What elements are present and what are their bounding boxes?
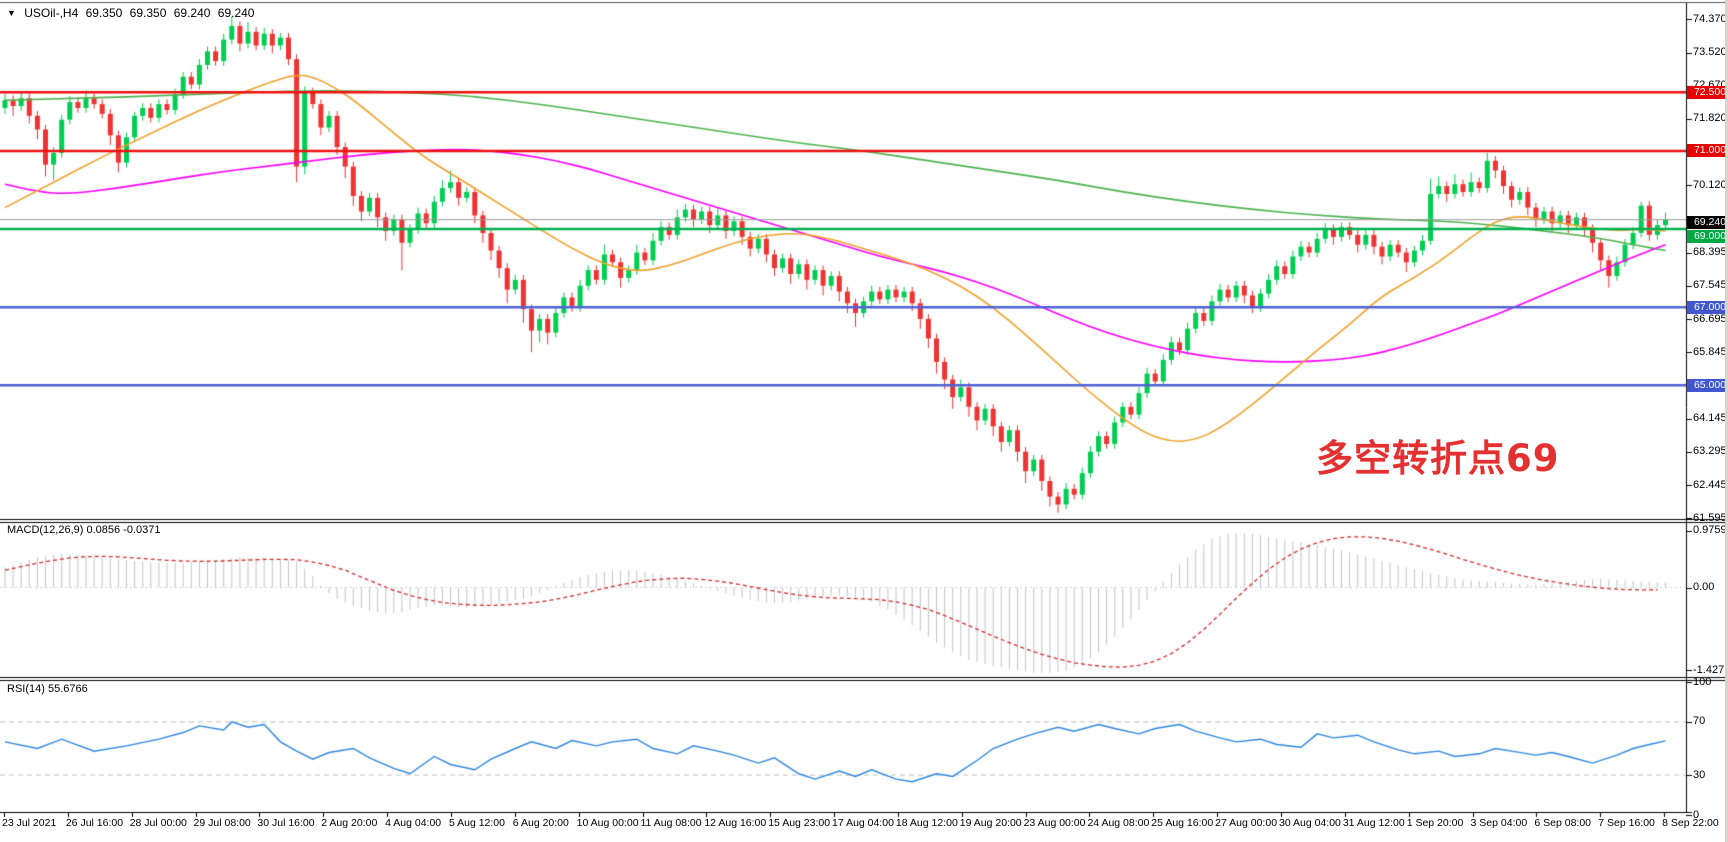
date-axis-label: 6 Sep 08:00 (1534, 817, 1592, 829)
ohlc-open-value: 69.350 (85, 6, 123, 20)
chart-annotation-text[interactable]: 多空转折点69 (1316, 437, 1560, 480)
current-price-badge: 69.240 (1687, 216, 1728, 230)
date-axis-label: 15 Aug 23:00 (768, 817, 831, 829)
rsi-axis-label: 100 (1693, 675, 1712, 688)
macd-axis-label: -1.427 (1693, 663, 1725, 676)
symbol-dropdown-icon[interactable]: ▼ (7, 8, 16, 18)
date-axis-label: 4 Aug 04:00 (385, 817, 442, 829)
date-axis-label: 23 Aug 00:00 (1023, 817, 1086, 829)
price-level-badge: 72.500 (1687, 85, 1728, 99)
rsi-axis-label: 30 (1693, 768, 1706, 781)
date-axis-label: 26 Jul 16:00 (65, 817, 124, 829)
symbol-header: ▼ USOil-,H4 69.350 69.350 69.240 69.240 (7, 6, 258, 20)
date-axis-label: 8 Sep 22:00 (1662, 817, 1719, 829)
date-axis-label: 5 Aug 12:00 (448, 817, 505, 829)
date-axis-label: 7 Sep 16:00 (1598, 817, 1655, 829)
date-axis-label: 25 Aug 16:00 (1151, 817, 1214, 829)
date-axis-label: 17 Aug 04:00 (832, 817, 894, 829)
macd-axis-label: 0.00 (1693, 581, 1715, 593)
date-axis-label: 10 Aug 00:00 (576, 817, 639, 829)
price-axis-label: 68.395 (1693, 246, 1727, 259)
price-level-badge: 65.000 (1687, 378, 1728, 392)
price-axis-label: 74.370 (1693, 12, 1727, 25)
date-axis-label: 31 Aug 12:00 (1342, 817, 1405, 829)
date-axis-label: 23 Jul 2021 (2, 817, 57, 829)
price-axis-label: 65.845 (1693, 345, 1727, 358)
date-axis-label: 30 Aug 04:00 (1279, 817, 1341, 829)
price-axis-label: 71.820 (1693, 112, 1727, 125)
date-axis-label: 30 Jul 16:00 (257, 817, 315, 829)
symbol-timeframe-label: USOil-,H4 (24, 6, 79, 20)
ohlc-high-value: 69.350 (129, 6, 167, 20)
price-axis-label: 70.120 (1693, 178, 1727, 191)
date-axis-label: 3 Sep 04:00 (1470, 817, 1528, 829)
price-level-badge: 69.000 (1687, 229, 1728, 243)
rsi-axis-label: 70 (1693, 715, 1706, 728)
ohlc-close-value: 69.240 (217, 6, 255, 20)
price-axis-label: 73.520 (1693, 46, 1727, 59)
ohlc-low-value: 69.240 (173, 6, 211, 20)
date-axis-label: 1 Sep 20:00 (1406, 817, 1464, 829)
price-axis-label: 66.695 (1693, 312, 1727, 325)
date-axis-label: 11 Aug 08:00 (640, 817, 702, 829)
rsi-indicator-label: RSI(14) 55.6766 (7, 683, 88, 695)
date-axis-label: 28 Jul 00:00 (129, 817, 187, 829)
date-axis-label: 27 Aug 00:00 (1215, 817, 1278, 829)
date-axis-label: 24 Aug 08:00 (1087, 817, 1150, 829)
macd-indicator-label: MACD(12,26,9) 0.0856 -0.0371 (7, 524, 161, 536)
date-axis-label: 12 Aug 16:00 (704, 817, 767, 829)
price-axis-label: 61.595 (1693, 511, 1727, 524)
date-axis-label: 2 Aug 20:00 (321, 817, 378, 829)
price-axis-label: 67.545 (1693, 279, 1727, 292)
date-axis-label: 29 Jul 08:00 (193, 817, 251, 829)
price-level-badge: 71.000 (1687, 144, 1728, 158)
date-axis-label: 18 Aug 12:00 (895, 817, 958, 829)
price-axis-label: 63.295 (1693, 445, 1727, 458)
price-axis-label: 62.445 (1693, 478, 1727, 491)
rsi-axis-label: 0 (1693, 808, 1700, 821)
window-right-edge (1725, 0, 1728, 842)
price-level-badge: 67.000 (1687, 300, 1728, 314)
price-axis-label: 64.145 (1693, 412, 1727, 425)
macd-axis-label: 0.9759 (1693, 524, 1727, 537)
date-axis-label: 6 Aug 20:00 (512, 817, 569, 829)
date-axis-label: 19 Aug 20:00 (959, 817, 1022, 829)
